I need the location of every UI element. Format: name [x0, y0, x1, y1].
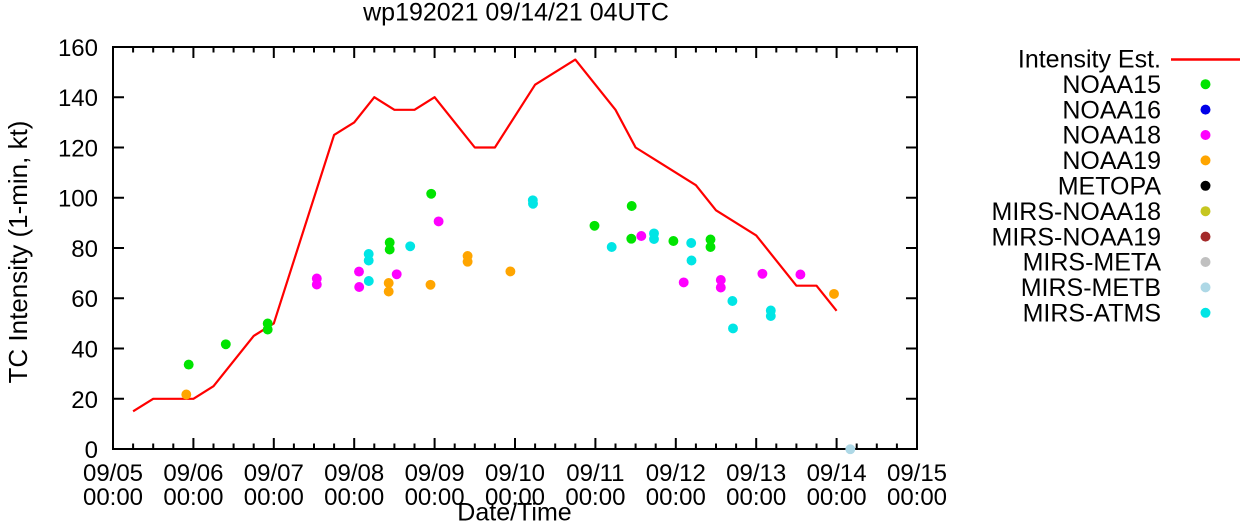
svg-text:09/10: 09/10 — [485, 460, 545, 487]
svg-text:MIRS-NOAA19: MIRS-NOAA19 — [992, 223, 1161, 251]
svg-text:120: 120 — [58, 136, 98, 163]
svg-text:wp192021 09/14/21 04UTC: wp192021 09/14/21 04UTC — [362, 0, 669, 27]
svg-text:00:00: 00:00 — [887, 484, 947, 511]
svg-text:09/05: 09/05 — [83, 460, 143, 487]
svg-text:NOAA19: NOAA19 — [1062, 147, 1161, 175]
svg-text:METOPA: METOPA — [1058, 173, 1162, 201]
svg-text:00:00: 00:00 — [83, 484, 143, 511]
svg-text:0: 0 — [85, 437, 98, 464]
svg-text:MIRS-META: MIRS-META — [1023, 249, 1162, 277]
svg-text:09/11: 09/11 — [566, 460, 624, 487]
svg-text:00:00: 00:00 — [646, 484, 706, 511]
svg-text:00:00: 00:00 — [565, 484, 625, 511]
svg-text:00:00: 00:00 — [485, 484, 545, 511]
svg-text:MIRS-ATMS: MIRS-ATMS — [1023, 300, 1161, 328]
svg-text:40: 40 — [71, 337, 98, 364]
svg-text:Intensity Est.: Intensity Est. — [1018, 46, 1161, 74]
svg-text:00:00: 00:00 — [324, 484, 384, 511]
svg-text:00:00: 00:00 — [405, 484, 465, 511]
svg-text:60: 60 — [71, 286, 98, 313]
svg-text:MIRS-NOAA18: MIRS-NOAA18 — [992, 198, 1161, 226]
svg-text:140: 140 — [58, 85, 98, 112]
svg-text:09/15: 09/15 — [887, 460, 947, 487]
svg-text:00:00: 00:00 — [726, 484, 786, 511]
svg-text:NOAA18: NOAA18 — [1062, 122, 1161, 150]
svg-text:09/13: 09/13 — [726, 460, 786, 487]
svg-text:09/14: 09/14 — [807, 460, 867, 487]
svg-text:NOAA16: NOAA16 — [1062, 96, 1161, 124]
svg-text:00:00: 00:00 — [244, 484, 304, 511]
svg-text:MIRS-METB: MIRS-METB — [1021, 274, 1161, 302]
svg-text:20: 20 — [71, 387, 98, 414]
svg-text:TC Intensity (1-min, kt): TC Intensity (1-min, kt) — [3, 121, 33, 384]
svg-text:00:00: 00:00 — [807, 484, 867, 511]
svg-text:09/07: 09/07 — [244, 460, 304, 487]
svg-text:100: 100 — [58, 186, 98, 213]
svg-text:80: 80 — [71, 236, 98, 263]
svg-text:09/12: 09/12 — [646, 460, 706, 487]
svg-text:160: 160 — [58, 35, 98, 62]
svg-text:09/06: 09/06 — [163, 460, 223, 487]
svg-text:09/08: 09/08 — [324, 460, 384, 487]
svg-text:09/09: 09/09 — [405, 460, 465, 487]
svg-text:NOAA15: NOAA15 — [1062, 71, 1161, 99]
svg-text:Date/Time: Date/Time — [457, 499, 571, 522]
svg-text:00:00: 00:00 — [163, 484, 223, 511]
